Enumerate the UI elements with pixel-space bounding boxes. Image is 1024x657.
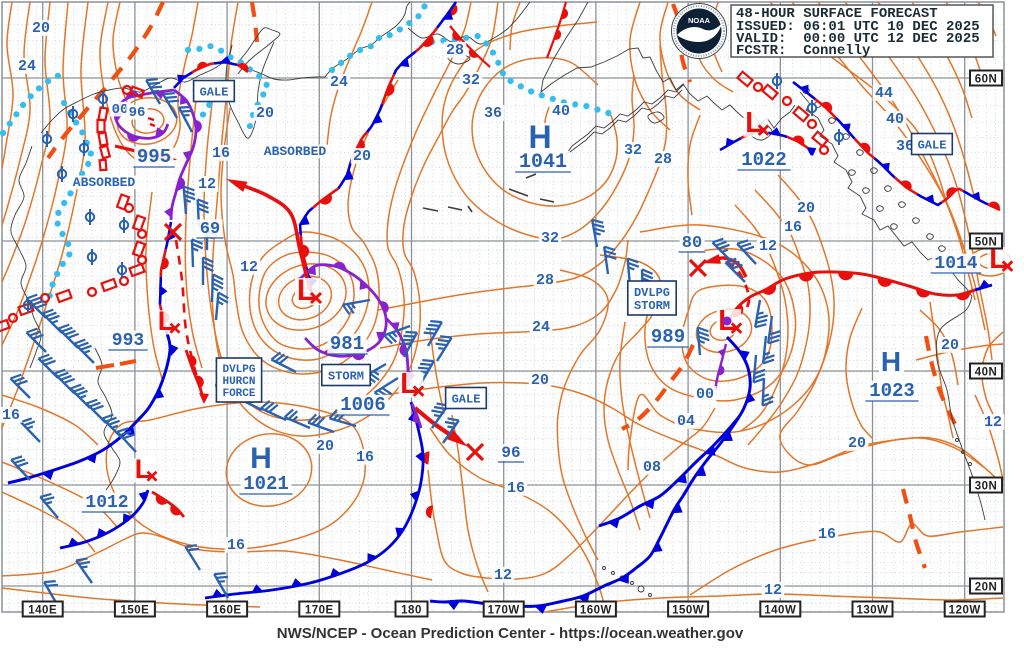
svg-text:H: H <box>528 119 551 155</box>
svg-text:STORM: STORM <box>328 370 364 384</box>
svg-text:20: 20 <box>848 435 866 452</box>
svg-text:ABSORBED: ABSORBED <box>264 144 327 159</box>
svg-text:1022: 1022 <box>741 149 787 171</box>
svg-text:1021: 1021 <box>243 473 289 495</box>
svg-text:32: 32 <box>462 72 480 89</box>
svg-text:16: 16 <box>507 480 525 497</box>
svg-text:GALE: GALE <box>918 139 947 153</box>
svg-text:DVLPG: DVLPG <box>222 364 255 376</box>
svg-text:50N: 50N <box>975 237 998 249</box>
svg-text:NWS/NCEP - Ocean Prediction Ce: NWS/NCEP - Ocean Prediction Center - htt… <box>277 625 744 642</box>
svg-text:28: 28 <box>446 42 464 59</box>
svg-text:00: 00 <box>696 386 714 403</box>
svg-text:989: 989 <box>651 326 685 348</box>
svg-text:12: 12 <box>240 259 258 276</box>
svg-text:160W: 160W <box>580 605 612 617</box>
svg-text:32: 32 <box>624 142 642 159</box>
svg-text:40: 40 <box>552 103 570 120</box>
svg-text:32: 32 <box>541 230 559 247</box>
svg-text:60N: 60N <box>975 74 998 86</box>
svg-text:H: H <box>250 442 272 475</box>
svg-text:20: 20 <box>32 20 50 37</box>
svg-text:16: 16 <box>356 449 374 466</box>
svg-text:44: 44 <box>875 85 893 102</box>
svg-text:140E: 140E <box>28 605 57 617</box>
svg-text:40N: 40N <box>975 367 998 379</box>
svg-text:96: 96 <box>129 105 146 121</box>
svg-text:160E: 160E <box>213 605 242 617</box>
svg-text:30N: 30N <box>975 481 998 493</box>
svg-text:1041: 1041 <box>519 151 567 174</box>
svg-text:36: 36 <box>484 105 502 122</box>
svg-text:12: 12 <box>764 582 782 599</box>
svg-text:GALE: GALE <box>200 86 229 100</box>
svg-text:08: 08 <box>643 459 661 476</box>
svg-text:1006: 1006 <box>340 394 386 416</box>
svg-text:69: 69 <box>200 220 220 239</box>
svg-text:993: 993 <box>112 331 144 351</box>
svg-text:HURCN: HURCN <box>222 376 255 388</box>
svg-text:170E: 170E <box>305 605 334 617</box>
svg-text:FORCE: FORCE <box>222 388 255 400</box>
svg-text:80: 80 <box>682 234 702 253</box>
svg-text:28: 28 <box>536 272 554 289</box>
svg-text:130W: 130W <box>856 605 888 617</box>
svg-text:20: 20 <box>941 337 959 354</box>
svg-text:150E: 150E <box>120 605 149 617</box>
svg-text:20: 20 <box>316 438 334 455</box>
svg-text:H: H <box>881 346 901 377</box>
svg-text:12: 12 <box>494 567 512 584</box>
svg-text:170W: 170W <box>488 605 520 617</box>
svg-text:995: 995 <box>137 146 171 168</box>
svg-text:96: 96 <box>501 444 520 462</box>
svg-text:20N: 20N <box>975 582 998 594</box>
svg-text:24: 24 <box>18 58 36 75</box>
svg-text:16: 16 <box>212 145 230 162</box>
svg-text:150W: 150W <box>672 605 704 617</box>
svg-text:FCSTR: Connelly: FCSTR: Connelly <box>736 43 871 59</box>
svg-text:24: 24 <box>532 319 550 336</box>
svg-text:12: 12 <box>198 176 216 193</box>
svg-text:16: 16 <box>2 407 20 424</box>
svg-text:12: 12 <box>984 414 1002 431</box>
svg-text:20: 20 <box>256 105 274 122</box>
svg-text:24: 24 <box>330 74 348 91</box>
svg-text:04: 04 <box>677 413 695 430</box>
svg-text:180: 180 <box>401 605 422 617</box>
svg-text:STORM: STORM <box>634 299 670 313</box>
svg-text:NOAA: NOAA <box>688 16 711 25</box>
svg-text:981: 981 <box>330 333 364 355</box>
svg-text:20: 20 <box>353 148 371 165</box>
svg-text:20: 20 <box>797 200 815 217</box>
svg-text:120W: 120W <box>949 605 981 617</box>
svg-text:12: 12 <box>759 238 777 255</box>
svg-text:16: 16 <box>784 219 802 236</box>
svg-text:DVLPG: DVLPG <box>634 286 670 300</box>
svg-text:GALE: GALE <box>452 393 481 407</box>
svg-text:20: 20 <box>531 372 549 389</box>
svg-text:1014: 1014 <box>934 254 977 274</box>
svg-text:ABSORBED: ABSORBED <box>73 175 136 190</box>
svg-text:28: 28 <box>654 151 672 168</box>
svg-text:00: 00 <box>112 102 129 118</box>
svg-text:40: 40 <box>886 111 904 128</box>
svg-text:16: 16 <box>227 537 245 554</box>
svg-text:16: 16 <box>818 526 836 543</box>
svg-text:1023: 1023 <box>869 380 915 402</box>
svg-text:1012: 1012 <box>85 493 128 513</box>
svg-text:140W: 140W <box>764 605 796 617</box>
